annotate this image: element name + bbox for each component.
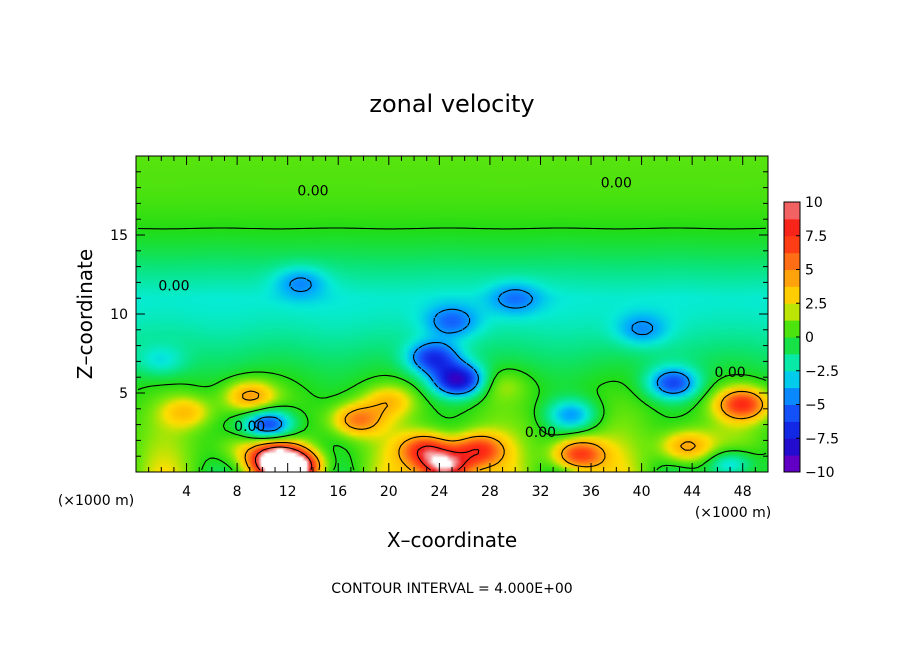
colorbar-swatch [784,370,800,389]
contour-label: 0.00 [714,365,745,381]
colorbar-swatch [784,202,800,220]
colorbar-swatch [784,286,800,304]
y-tick-label: 5 [119,386,128,402]
colorbar-swatch [784,303,800,321]
heatmap-field: 0.00 0.00 0.00 0.00 0.00 0.00 [135,155,769,473]
colorbar-swatch [784,252,800,270]
chart-title: zonal velocity [369,90,534,118]
colorbar-swatch [784,235,800,254]
heatmap-image [136,156,768,472]
colorbar-swatch [784,337,800,355]
x-tick-label: 4 [182,484,191,500]
x-tick-label: 16 [329,484,347,500]
y-tick-label: 10 [110,307,128,323]
contour-line-8 [254,445,480,471]
colorbar-tick-label: 10 [805,195,823,211]
x-tick-label: 8 [233,484,242,500]
colorbar-swatch [784,404,800,422]
contour-line-neg4 [254,277,690,432]
contour-line-4 [242,390,764,471]
contour-label: 0.00 [525,425,556,441]
x-tick-label: 24 [430,484,448,500]
colorbar-tick-label: 2.5 [805,296,827,312]
colorbar-swatch [784,320,800,338]
colorbar: 10 7.5 5 2.5 0 −2.5 −5 −7.5 −10 [783,195,839,481]
contour-lines: 0.00 0.00 0.00 0.00 0.00 0.00 [137,176,767,471]
colorbar-tick-label: −10 [805,465,835,481]
contour-interval-note: CONTOUR INTERVAL = 4.000E+00 [331,581,572,597]
x-tick-label: 12 [279,484,297,500]
x-tick-label: 32 [532,484,550,500]
colorbar-swatch [784,353,800,372]
x-tick-label: 20 [380,484,398,500]
y-axis-label: Z–coordinate [73,249,97,379]
x-unit-right: (×1000 m) [695,505,771,521]
colorbar-swatch [784,455,800,473]
y-tick-label: 15 [110,228,128,244]
colorbar-tick-label: 7.5 [805,229,827,245]
x-tick-label: 40 [633,484,651,500]
colorbar-tick-label: 0 [805,330,814,346]
colorbar-swatch [784,218,800,237]
x-unit-left: (×1000 m) [58,493,134,509]
contour-label: 0.00 [234,419,265,435]
colorbar-tick-label: −2.5 [805,364,839,380]
colorbar-tick-label: 5 [805,263,814,279]
x-tick-label: 48 [734,484,752,500]
colorbar-swatch [784,269,800,287]
colorbar-tick-label: −5 [805,398,826,414]
contour-line-0 [137,227,767,471]
contour-label: 0.00 [601,176,632,192]
x-tick-label: 44 [683,484,701,500]
contour-label: 0.00 [158,278,189,294]
colorbar-swatch [784,421,800,439]
x-axis-label: X–coordinate [387,528,517,552]
colorbar-tick-label: −7.5 [805,431,839,447]
colorbar-swatch [784,438,800,456]
contour-label: 0.00 [297,184,328,200]
x-tick-label: 36 [582,484,600,500]
x-tick-label: 28 [481,484,499,500]
colorbar-swatch [784,387,800,405]
